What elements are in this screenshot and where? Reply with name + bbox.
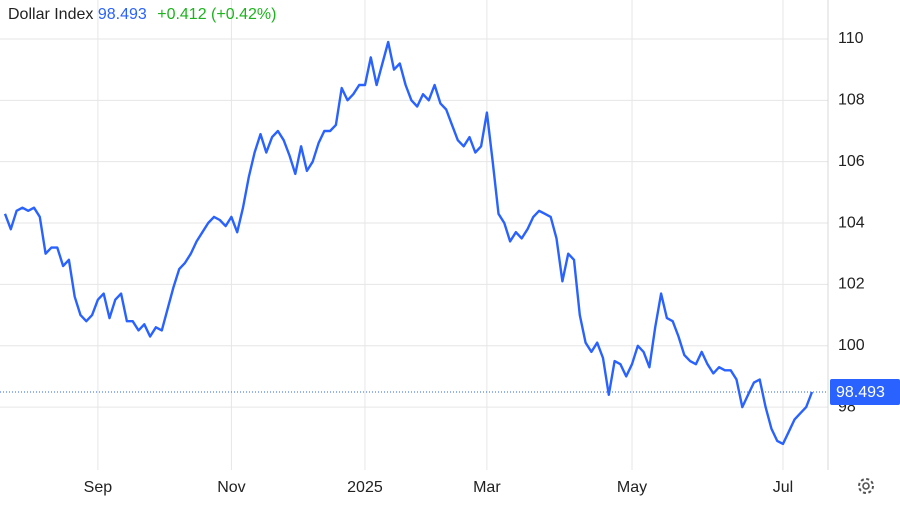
grid (0, 0, 828, 470)
x-tick-label: May (617, 479, 647, 496)
gear-outer (858, 478, 874, 494)
x-tick-label: Sep (84, 479, 113, 496)
x-tick-label: Mar (473, 479, 501, 496)
change: +0.412 (+0.42%) (157, 6, 276, 23)
price-label-box (830, 378, 900, 405)
y-tick-label: 106 (838, 153, 865, 170)
price: 98.493 (98, 6, 147, 23)
x-tick-label: 2025 (347, 479, 383, 496)
chart-title: Dollar Index 98.493 +0.412 (+0.42%) (8, 6, 276, 23)
price-line (3, 40, 814, 446)
x-tick-label: Nov (217, 479, 245, 496)
settings-icon[interactable] (858, 478, 874, 494)
plot (3, 40, 814, 446)
y-tick-label: 108 (838, 92, 865, 109)
y-tick-label: 104 (838, 214, 865, 231)
title: Dollar Index (8, 6, 93, 23)
x-tick-label: Jul (773, 479, 793, 496)
y-tick-label: 102 (838, 276, 865, 293)
y-tick-label: 100 (838, 337, 865, 354)
y-tick-label: 110 (838, 30, 864, 47)
gear-inner (862, 482, 870, 490)
price-label: 98.493 (836, 384, 885, 401)
